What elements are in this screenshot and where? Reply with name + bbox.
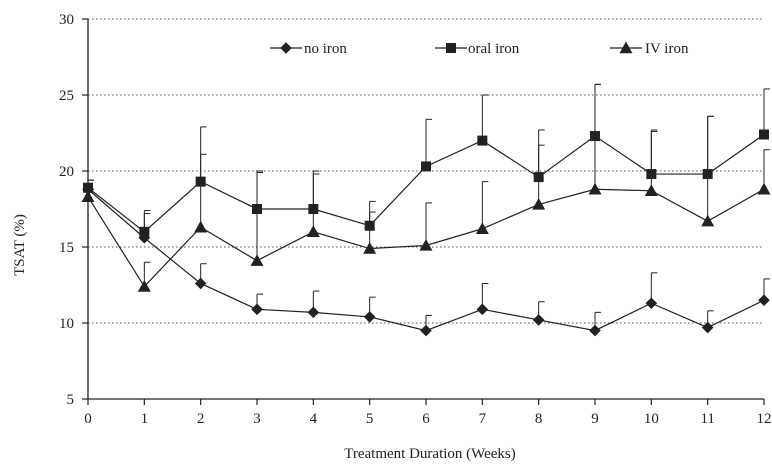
data-point	[363, 311, 376, 323]
x-tick-label: 6	[422, 411, 430, 427]
series-layer	[81, 83, 771, 337]
x-tick-label: 1	[141, 411, 149, 427]
legend-item-oral-iron: oral iron	[435, 41, 520, 57]
legend-marker	[280, 42, 292, 54]
data-point	[194, 277, 207, 290]
x-tick-label: 5	[366, 411, 374, 427]
x-tick-label: 3	[253, 411, 261, 427]
data-point	[419, 238, 433, 251]
data-point	[644, 184, 658, 196]
y-tick-label: 20	[59, 164, 74, 180]
data-point	[251, 303, 263, 316]
data-point	[363, 242, 377, 254]
data-point	[758, 294, 770, 306]
x-tick-label: 4	[310, 411, 318, 427]
data-point	[701, 214, 715, 227]
data-point	[645, 297, 658, 310]
x-tick-label: 12	[757, 411, 772, 427]
series-iv-iron	[81, 83, 771, 292]
data-point	[421, 161, 431, 172]
x-axis-title: Treatment Duration (Weeks)	[344, 446, 516, 462]
y-axis-title: TSAT (%)	[12, 214, 28, 276]
x-tick-label: 11	[700, 411, 714, 427]
x-tick-label: 8	[535, 411, 543, 427]
y-tick-label: 5	[67, 392, 75, 408]
legend: no iron oral iron IV iron	[270, 41, 689, 57]
x-tick-label: 9	[591, 411, 599, 427]
data-point	[589, 324, 601, 337]
data-point	[759, 129, 769, 140]
x-tick-label: 0	[84, 411, 92, 427]
legend-label: IV iron	[645, 41, 689, 57]
data-point	[250, 254, 264, 266]
data-point	[701, 321, 714, 334]
data-point	[81, 190, 95, 203]
data-point	[532, 314, 545, 326]
x-tick-label: 10	[644, 411, 659, 427]
data-point	[83, 182, 93, 193]
data-point	[306, 225, 320, 237]
y-tick-label: 15	[59, 240, 74, 256]
data-point	[137, 280, 151, 292]
data-point	[138, 232, 151, 244]
data-point	[757, 182, 771, 195]
data-point	[588, 182, 602, 195]
data-point	[476, 303, 489, 316]
data-point	[420, 324, 432, 337]
x-tick-label: 7	[479, 411, 487, 427]
y-tick-label: 30	[59, 12, 74, 28]
legend-item-no-iron: no iron	[270, 41, 347, 57]
legend-label: oral iron	[468, 41, 520, 57]
data-point	[307, 306, 320, 319]
data-point	[532, 197, 546, 210]
data-point	[475, 222, 489, 234]
data-point	[477, 135, 488, 146]
data-point	[194, 220, 208, 233]
legend-marker	[446, 43, 456, 53]
x-tick-label: 2	[197, 411, 205, 427]
y-tick-label: 10	[59, 316, 74, 332]
y-tick-label: 25	[59, 88, 74, 104]
legend-item-iv-iron: IV iron	[610, 41, 689, 57]
legend-marker	[619, 41, 633, 54]
legend-label: no iron	[304, 41, 347, 57]
data-point	[139, 226, 150, 237]
